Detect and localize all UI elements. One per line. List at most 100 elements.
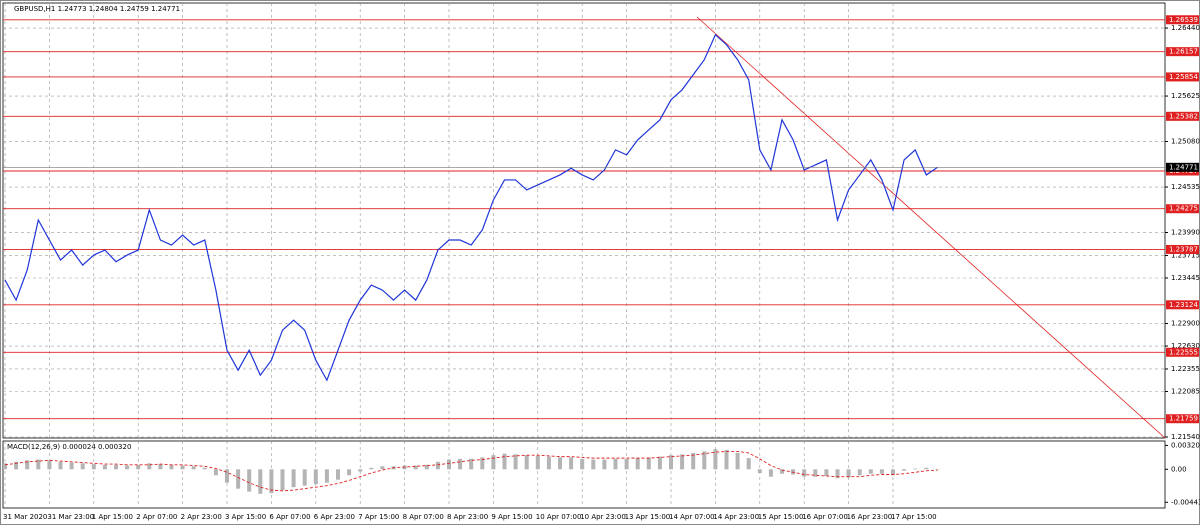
macd-bar	[502, 453, 507, 470]
macd-bar	[480, 457, 485, 470]
level-label: 1.23124	[1169, 301, 1198, 309]
macd-bar	[680, 454, 685, 470]
current-price-label: 1.24771	[1169, 163, 1198, 171]
macd-bar	[746, 458, 751, 470]
macd-bar	[125, 465, 130, 470]
x-tick-label: 7 Apr 15:00	[358, 513, 399, 521]
macd-bar	[336, 469, 340, 480]
x-tick-label: 14 Apr 07:00	[669, 513, 715, 521]
macd-bar	[114, 464, 118, 470]
chart-title: GBPUSD,H1 1.24773 1.24804 1.24759 1.2477…	[14, 5, 180, 13]
level-label-bg	[1166, 111, 1199, 121]
macd-bar	[80, 463, 85, 470]
level-label-bg	[1166, 204, 1199, 214]
macd-bar	[302, 469, 307, 486]
macd-bar	[891, 469, 895, 476]
macd-bar	[613, 458, 618, 470]
macd-bar	[324, 469, 329, 483]
macd-bar	[458, 458, 463, 470]
y-tick-label: 1.21540	[1171, 433, 1200, 441]
macd-bar	[413, 465, 418, 470]
macd-bar	[424, 464, 429, 470]
macd-bar	[902, 469, 907, 471]
x-tick-label: 3 Apr 15:00	[225, 513, 266, 521]
level-label-bg	[1166, 347, 1199, 357]
y-tick-label: 1.25080	[1171, 138, 1200, 146]
level-label: 1.24275	[1169, 205, 1198, 213]
y-tick-label: 1.25625	[1171, 92, 1200, 100]
macd-bar	[358, 469, 363, 472]
y-tick-label: 1.23715	[1171, 251, 1200, 259]
level-label: 1.25382	[1169, 112, 1198, 120]
macd-bar	[757, 469, 762, 474]
level-label-bg	[1166, 72, 1199, 82]
macd-bar	[191, 466, 196, 470]
macd-bar	[36, 459, 41, 470]
macd-bar	[280, 469, 285, 491]
level-label: 1.21759	[1169, 415, 1198, 423]
macd-bar	[924, 467, 929, 470]
level-label-bg	[1166, 47, 1199, 57]
macd-bar	[491, 455, 496, 470]
macd-title: MACD(12,26,9) 0.000024 0.000320	[7, 443, 131, 451]
x-tick-label: 2 Apr 07:00	[136, 513, 177, 521]
macd-bar	[269, 469, 274, 494]
macd-bar	[580, 458, 585, 470]
y-tick-label: 0.003208	[1171, 441, 1200, 449]
macd-bar	[247, 469, 252, 492]
macd-bar	[313, 469, 318, 485]
x-tick-label: 2 Apr 23:00	[181, 513, 222, 521]
x-tick-label: 8 Apr 23:00	[447, 513, 488, 521]
x-tick-label: 6 Apr 07:00	[269, 513, 310, 521]
macd-bar	[91, 464, 96, 470]
level-label: 1.26539	[1169, 16, 1198, 24]
x-tick-label: 16 Apr 07:00	[802, 513, 848, 521]
main-panel	[2, 2, 1166, 439]
macd-bar	[524, 455, 529, 470]
x-tick-label: 6 Apr 23:00	[314, 513, 355, 521]
macd-bar	[935, 469, 940, 470]
macd-bar	[780, 469, 784, 474]
price-line	[4, 33, 938, 382]
x-tick-label: 1 Apr 15:00	[92, 513, 133, 521]
macd-bar	[846, 469, 851, 478]
x-tick-label: 10 Apr 23:00	[580, 513, 626, 521]
macd-bar	[513, 454, 518, 470]
y-tick-label: 1.22085	[1171, 388, 1200, 396]
y-tick-label: 1.22630	[1171, 342, 1200, 350]
level-label-bg	[1166, 15, 1199, 25]
macd-bar	[691, 452, 696, 470]
y-tick-label: 1.23990	[1171, 229, 1200, 237]
level-label-bg	[1166, 414, 1199, 424]
macd-bar	[802, 469, 807, 477]
macd-bar	[102, 464, 107, 470]
x-tick-label: 31 Mar 23:00	[47, 513, 94, 521]
current-price-bg	[1166, 162, 1199, 172]
macd-bar	[180, 465, 185, 470]
x-tick-label: 8 Apr 07:00	[403, 513, 444, 521]
x-tick-label: 16 Apr 23:00	[847, 513, 893, 521]
y-tick-label: 1.26440	[1171, 24, 1200, 32]
macd-panel	[2, 440, 1166, 509]
macd-bar	[136, 464, 141, 470]
macd-bar	[913, 468, 918, 470]
macd-bar	[735, 452, 740, 470]
macd-bar	[469, 458, 474, 470]
macd-bar	[25, 460, 30, 470]
macd-bar	[635, 458, 640, 470]
level-label-bg	[1166, 244, 1199, 254]
x-tick-label: 9 Apr 15:00	[491, 513, 532, 521]
macd-bar	[591, 459, 596, 470]
macd-bar	[702, 451, 707, 470]
macd-bar	[202, 467, 207, 470]
y-tick-label: 1.23445	[1171, 274, 1200, 282]
level-label-bg	[1166, 300, 1199, 310]
macd-bar	[835, 469, 840, 479]
macd-bar	[225, 469, 229, 483]
macd-bar	[147, 463, 152, 470]
macd-bar	[3, 463, 7, 470]
macd-bar	[369, 467, 374, 470]
y-tick-label: 0.00	[1171, 465, 1187, 473]
macd-bar	[347, 469, 352, 476]
